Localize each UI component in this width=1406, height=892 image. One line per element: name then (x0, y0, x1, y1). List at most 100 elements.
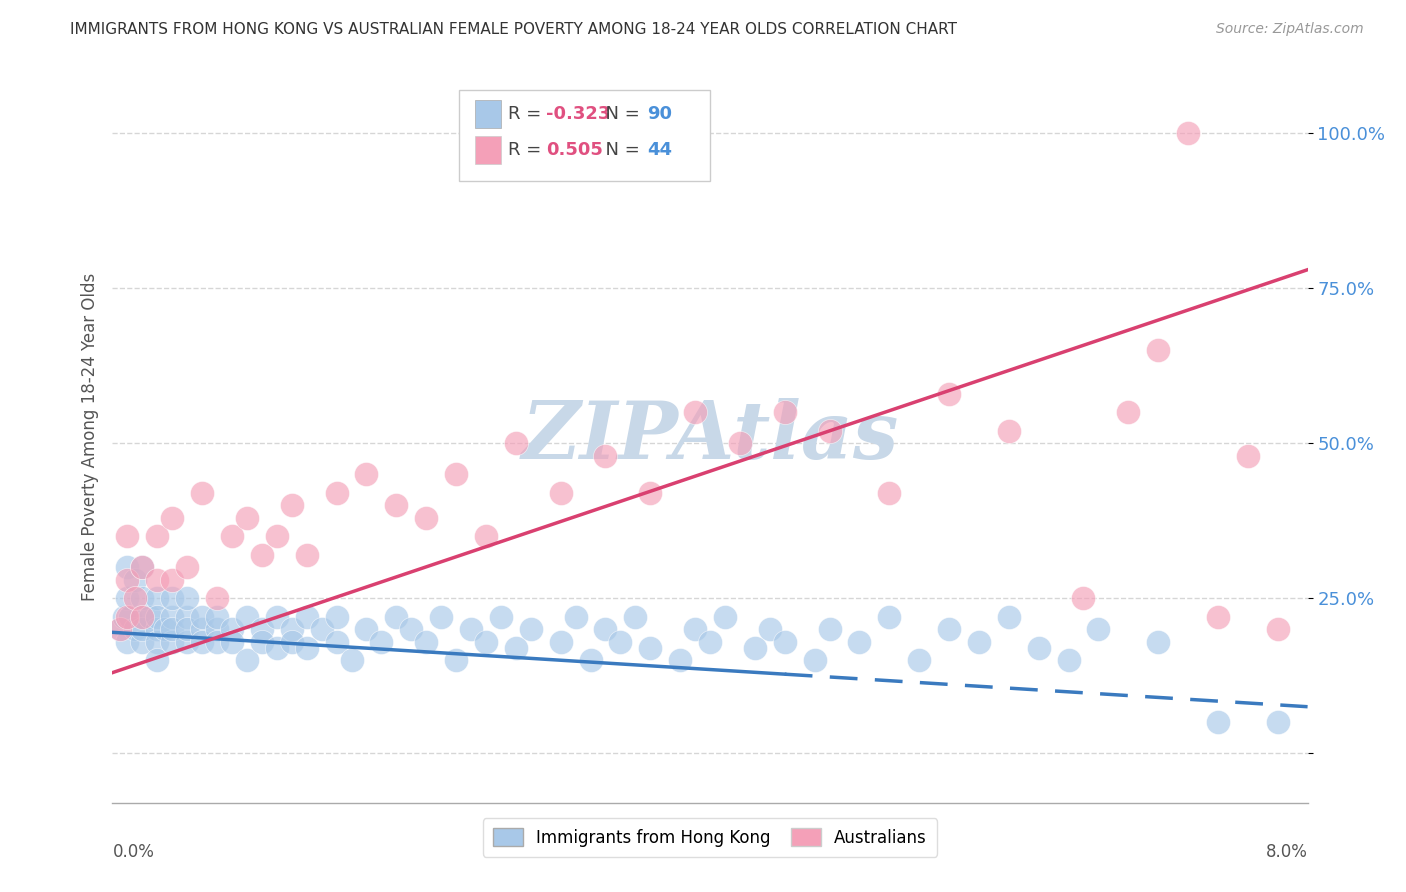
Point (595, 449, 617, 463)
Point (1237, 449, 1260, 463)
Point (640, 486, 662, 500)
Point (744, 640, 766, 655)
Point (146, 573, 169, 587)
Point (683, 405, 706, 419)
Point (124, 573, 146, 587)
Point (191, 622, 214, 636)
Point (236, 610, 259, 624)
Point (205, 622, 228, 636)
Point (311, 622, 333, 636)
Point (475, 634, 498, 648)
Point (938, 622, 960, 636)
Point (1028, 640, 1050, 655)
Point (146, 529, 169, 543)
Point (205, 591, 228, 606)
Point (191, 610, 214, 624)
Point (564, 610, 586, 624)
Point (938, 386, 960, 401)
Point (146, 634, 169, 648)
Point (117, 610, 139, 624)
Point (1267, 622, 1289, 636)
Point (444, 467, 467, 482)
Point (550, 634, 572, 648)
Point (117, 591, 139, 606)
Point (162, 634, 183, 648)
Point (595, 622, 617, 636)
Point (114, 610, 135, 624)
Point (131, 610, 153, 624)
Point (505, 436, 527, 450)
Point (803, 653, 825, 667)
Text: Source: ZipAtlas.com: Source: ZipAtlas.com (1216, 22, 1364, 37)
Point (1206, 610, 1229, 624)
Point (281, 622, 304, 636)
Point (295, 610, 318, 624)
Point (356, 467, 378, 482)
Point (124, 622, 146, 636)
Point (1087, 622, 1109, 636)
Point (401, 622, 423, 636)
Point (295, 548, 318, 562)
Y-axis label: Female Poverty Among 18-24 Year Olds: Female Poverty Among 18-24 Year Olds (80, 273, 98, 601)
Point (385, 498, 408, 512)
Point (669, 653, 692, 667)
Point (205, 610, 228, 624)
Point (877, 486, 901, 500)
Point (124, 591, 146, 606)
Point (325, 634, 347, 648)
Point (117, 529, 139, 543)
Point (818, 622, 841, 636)
Point (221, 529, 243, 543)
Point (162, 622, 183, 636)
Point (108, 622, 131, 636)
Point (221, 622, 243, 636)
Point (415, 510, 437, 524)
Point (250, 634, 273, 648)
Point (131, 622, 153, 636)
Text: 0.505: 0.505 (547, 141, 603, 160)
Point (728, 436, 751, 450)
Point (489, 610, 512, 624)
Text: R =: R = (508, 141, 547, 160)
Point (550, 486, 572, 500)
Point (1073, 591, 1095, 606)
Point (714, 610, 737, 624)
Point (162, 591, 183, 606)
Point (356, 622, 378, 636)
Point (848, 634, 870, 648)
Text: N =: N = (595, 141, 645, 160)
Point (325, 610, 347, 624)
Point (295, 640, 318, 655)
Point (281, 634, 304, 648)
Point (773, 634, 796, 648)
Text: IMMIGRANTS FROM HONG KONG VS AUSTRALIAN FEMALE POVERTY AMONG 18-24 YEAR OLDS COR: IMMIGRANTS FROM HONG KONG VS AUSTRALIAN … (70, 22, 957, 37)
Text: 8.0%: 8.0% (1265, 843, 1308, 861)
Point (108, 622, 131, 636)
Point (117, 560, 139, 574)
FancyBboxPatch shape (475, 100, 501, 128)
Point (1177, 126, 1199, 140)
Point (131, 591, 153, 606)
Point (250, 548, 273, 562)
Point (131, 610, 153, 624)
Point (153, 622, 176, 636)
Point (818, 424, 841, 438)
Point (281, 498, 304, 512)
Point (699, 634, 721, 648)
Point (773, 405, 796, 419)
Point (120, 610, 142, 624)
Point (131, 560, 153, 574)
Point (385, 610, 408, 624)
Text: 0.0%: 0.0% (112, 843, 155, 861)
Point (877, 610, 901, 624)
Point (176, 560, 198, 574)
Point (139, 610, 162, 624)
Point (579, 653, 602, 667)
Point (176, 634, 198, 648)
Point (176, 591, 198, 606)
Point (250, 622, 273, 636)
Point (998, 610, 1021, 624)
Point (998, 424, 1021, 438)
Point (131, 560, 153, 574)
Point (266, 529, 288, 543)
